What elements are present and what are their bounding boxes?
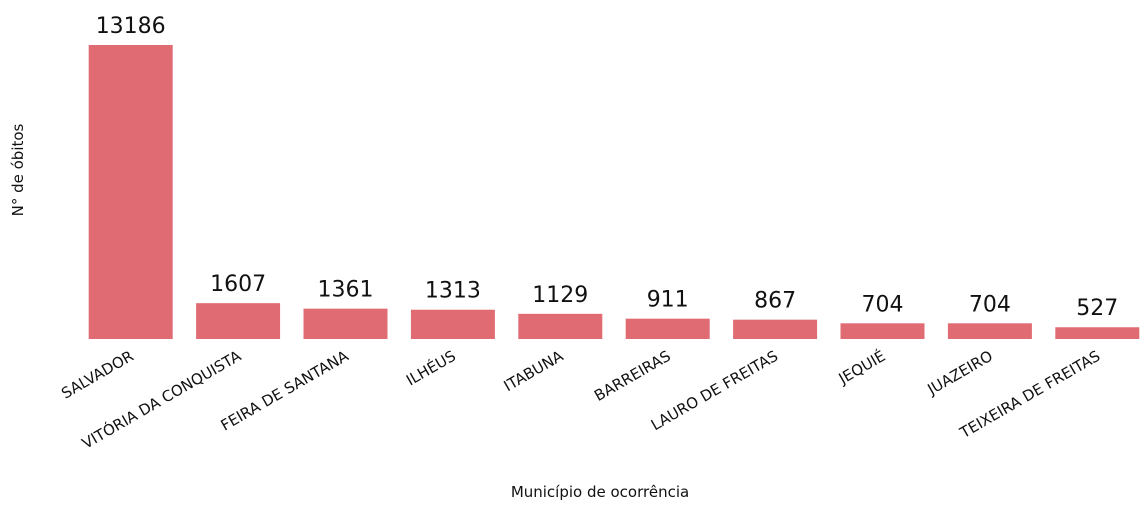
x-tick-label: JEQUIÉ — [834, 346, 888, 388]
value-label: 1607 — [210, 272, 266, 297]
bar — [518, 313, 603, 339]
value-label: 1129 — [532, 283, 588, 308]
x-tick-label: BARREIRAS — [591, 347, 674, 405]
x-tick-label: ITABUNA — [501, 347, 567, 396]
value-label: 527 — [1076, 296, 1118, 321]
bar — [196, 303, 281, 339]
value-label: 704 — [862, 292, 904, 317]
value-label: 1313 — [425, 279, 481, 304]
x-tick-label: ILHÉUS — [403, 346, 459, 389]
x-axis-label: Município de ocorrência — [511, 483, 689, 501]
x-tick-label: JUAZEIRO — [924, 347, 996, 399]
bar — [625, 318, 710, 339]
value-label: 867 — [754, 289, 796, 314]
value-label: 704 — [969, 292, 1011, 317]
bar — [733, 319, 818, 339]
value-label: 1361 — [318, 278, 374, 303]
x-tick-label: SALVADOR — [58, 347, 136, 403]
bar — [410, 309, 495, 339]
bar — [1055, 327, 1140, 339]
y-axis-label: N° de óbitos — [9, 123, 27, 216]
bar — [303, 308, 388, 339]
bar — [947, 323, 1032, 339]
bar — [88, 45, 173, 339]
value-label: 911 — [647, 288, 689, 313]
bar — [840, 323, 925, 339]
value-label: 13186 — [96, 14, 166, 39]
